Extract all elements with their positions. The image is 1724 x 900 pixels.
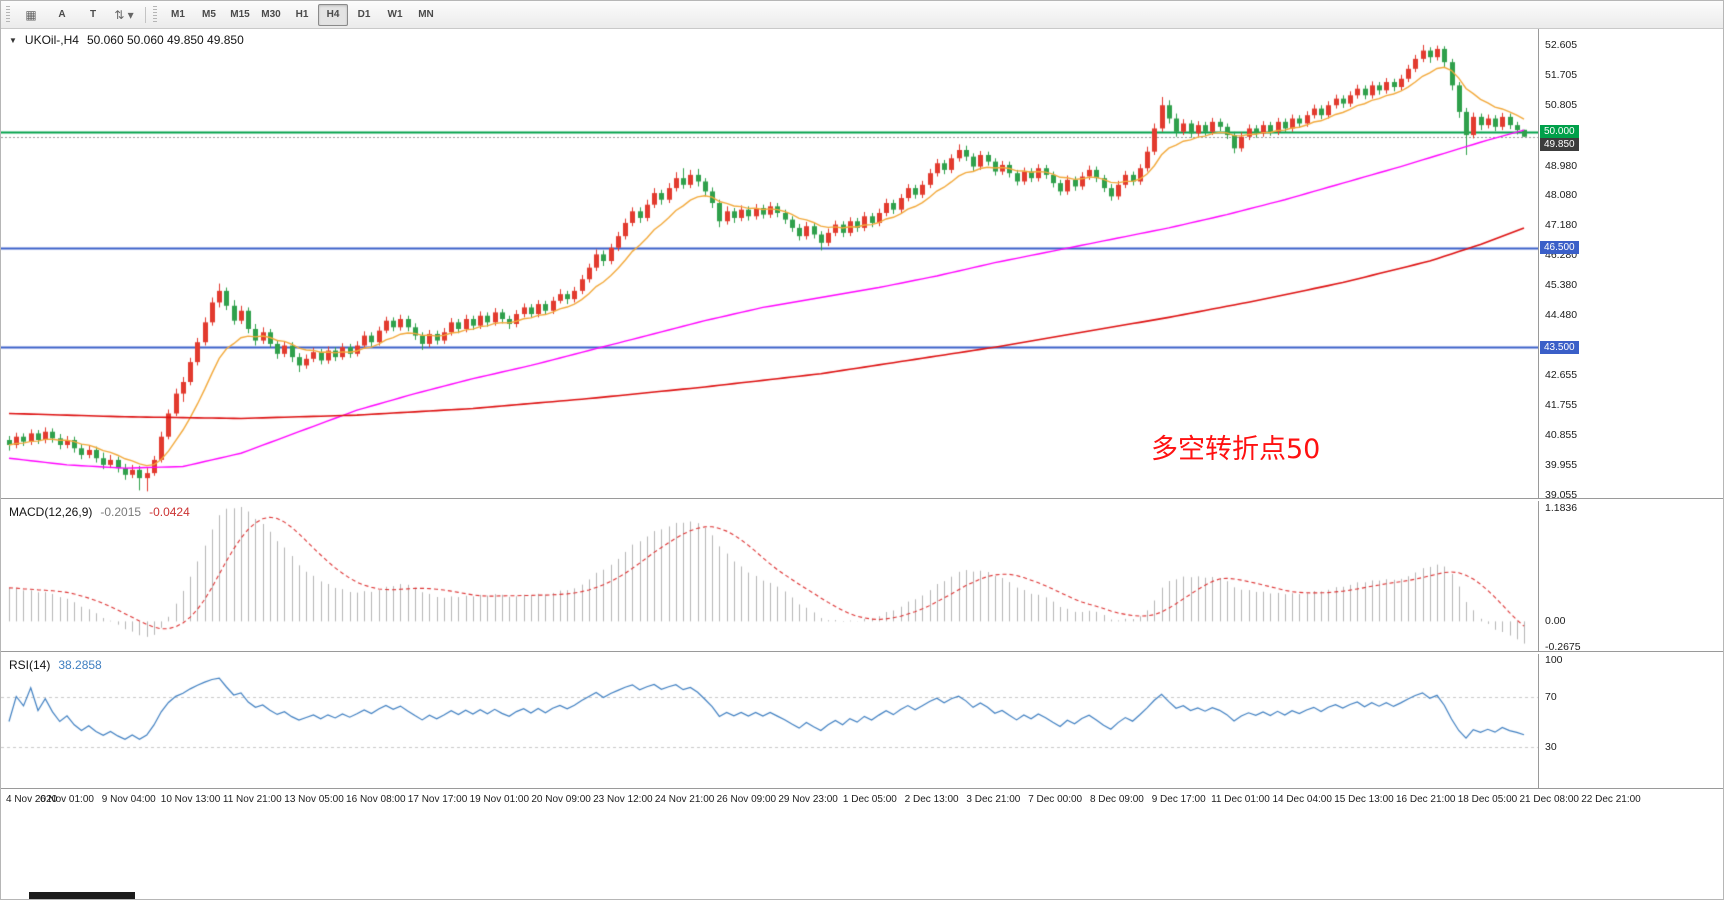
rsi-axis-label: 100 [1545,654,1563,666]
macd-main-value: -0.2015 [100,505,142,519]
time-axis-label: 4 Nov 2020 [6,794,58,805]
symbol-title: UKOil-,H4 [24,33,79,47]
price-axis-label: 41.755 [1545,399,1578,412]
price-axis-label: 52.605 [1545,39,1578,52]
rsi-axis-label: 30 [1545,740,1557,753]
price-axis-label: 39.955 [1545,458,1578,471]
timeframe-button-h1[interactable]: H1 [295,9,309,20]
price-axis-label: 47.180 [1545,219,1578,232]
time-axis-label: 24 Nov 21:00 [654,794,715,805]
time-axis-label: 7 Dec 00:00 [1028,794,1083,805]
macd-axis-label: 0.00 [1545,615,1566,628]
rsi-pane: RSI(14) 38.2858 100 70 30 [1,654,1723,789]
time-axis-label: 18 Dec 05:00 [1457,794,1518,805]
time-axis-label: 16 Dec 21:00 [1395,794,1456,805]
time-axis-label: 10 Nov 13:00 [160,794,221,805]
toolbar-grip [6,5,10,24]
rsi-axis-label: 70 [1545,690,1557,703]
macd-axis: 1.1836 0.00 -0.2675 [1538,501,1723,653]
timeframe-button-m15[interactable]: M15 [230,9,250,20]
time-axis-label: 17 Nov 17:00 [407,794,468,805]
bid-price-tag: 49.850 [1540,138,1579,152]
time-axis-label: 3 Dec 21:00 [966,794,1021,805]
symbol-dropdown-icon[interactable]: ▼ [9,35,17,45]
time-axis-label: 9 Dec 17:00 [1151,794,1206,805]
toolbar-separator [145,6,146,23]
toolbar-grip [153,5,157,24]
rsi-label: RSI(14) [9,658,51,672]
ohlc-values: 50.060 50.060 49.850 49.850 [86,33,244,47]
time-axis-label: 9 Nov 04:00 [101,794,156,805]
price-axis-label: 44.480 [1545,308,1578,321]
price-axis-label: 51.705 [1545,69,1578,82]
time-axis-label: 14 Dec 04:00 [1272,794,1332,805]
time-axis-label: 15 Dec 13:00 [1334,794,1394,805]
price-axis-label: 48.980 [1545,159,1578,172]
price-axis[interactable]: 52.605 51.705 50.805 48.980 48.080 47.180 46.2… [1538,29,1723,501]
time-axis-label: 23 Nov 12:00 [593,794,653,805]
time-axis[interactable]: 4 Nov 2020 6 Nov 01:00 9 Nov 04:00 10 Nov 1… [1,789,1723,813]
time-axis-label: 1 Dec 05:00 [842,794,897,805]
rsi-value: 38.2858 [58,658,102,672]
time-axis-label: 2 Dec 13:00 [904,794,959,805]
time-axis-label: 21 Dec 08:00 [1519,794,1579,805]
candlestick-chart-canvas[interactable] [1,29,1538,498]
symbol-header: ▼ UKOil-,H4 50.060 50.060 49.850 49.850 [9,33,244,47]
time-axis-label: 16 Nov 08:00 [346,794,406,805]
timeframe-button-w1[interactable]: W1 [387,9,403,20]
price-axis-label: 40.855 [1545,428,1578,441]
main-chart-pane: ▼ UKOil-,H4 50.060 50.060 49.850 49.850 … [1,29,1723,501]
time-axis-label: 11 Dec 01:00 [1211,794,1270,805]
toolbar-button-cycle[interactable]: ⇅ ▾ [114,7,134,22]
price-axis-label: 42.655 [1545,369,1578,382]
time-axis-label: 26 Nov 09:00 [716,794,777,805]
rsi-header: RSI(14) 38.2858 [9,658,102,672]
taskbar-fragment [29,892,135,899]
timeframe-button-mn[interactable]: MN [418,9,434,20]
level-50-price-tag: 50.000 [1540,125,1579,139]
time-axis-label: 6 Nov 01:00 [40,794,94,805]
time-axis-label: 11 Nov 21:00 [222,794,282,805]
macd-pane: MACD(12,26,9) -0.2015 -0.0424 1.1836 0.00… [1,501,1723,653]
toolbar: ▦ A T ⇅ ▾ M1 M5 M15 M30 H1 H4 D1 W1 MN [1,1,1723,29]
time-axis-label: 22 Dec 21:00 [1581,794,1641,805]
timeframe-button-h4[interactable]: H4 [318,3,348,26]
rsi-axis: 100 70 30 [1538,654,1723,788]
level-46-5-price-tag: 46.500 [1540,241,1579,255]
price-axis-label: 48.080 [1545,189,1578,202]
macd-axis-label: 1.1836 [1545,502,1578,514]
toolbar-button-chart-grid[interactable]: ▦ [25,7,37,22]
timeframe-button-d1[interactable]: D1 [357,9,371,20]
macd-axis-label: -0.2675 [1545,641,1581,653]
macd-header: MACD(12,26,9) -0.2015 -0.0424 [9,505,190,519]
time-axis-label: 29 Nov 23:00 [778,794,838,805]
macd-canvas[interactable] [1,501,1538,651]
timeframe-button-m5[interactable]: M5 [202,9,216,20]
timeframe-button-m30[interactable]: M30 [261,9,281,20]
macd-label: MACD(12,26,9) [9,505,93,519]
price-axis-label: 50.805 [1545,99,1578,112]
macd-signal-value: -0.0424 [149,505,190,519]
chart-annotation[interactable]: 多空转折点50 [1151,434,1321,465]
time-axis-label: 8 Dec 09:00 [1089,794,1144,805]
timeframe-button-m1[interactable]: M1 [171,9,185,20]
price-axis-label: 39.055 [1545,488,1578,501]
time-axis-label: 19 Nov 01:00 [469,794,530,805]
rsi-canvas[interactable] [1,654,1538,788]
toolbar-button-cursor[interactable]: A [58,9,66,20]
level-43-5-price-tag: 43.500 [1540,340,1579,354]
time-axis-label: 20 Nov 09:00 [531,794,591,805]
toolbar-button-text[interactable]: T [89,9,97,20]
time-axis-label: 13 Nov 05:00 [284,794,344,805]
price-axis-label: 45.380 [1545,278,1578,291]
